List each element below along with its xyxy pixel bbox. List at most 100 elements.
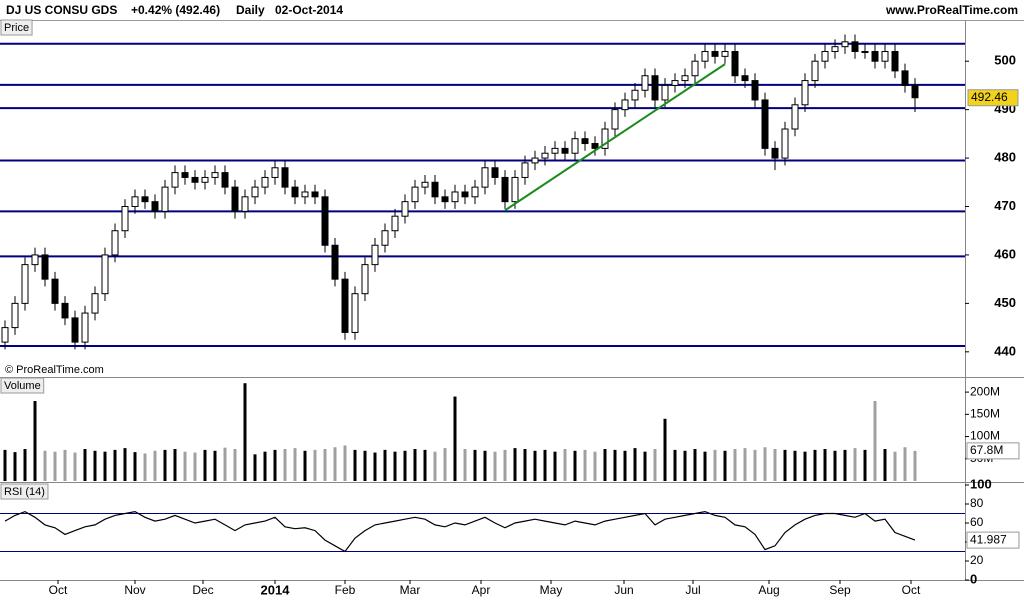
volume-bar: [243, 383, 247, 481]
volume-bar: [273, 449, 277, 481]
x-tick-label: Jun: [614, 583, 633, 597]
candle-body: [21, 264, 29, 304]
candle-body: [751, 80, 759, 101]
volume-bar: [543, 449, 547, 481]
x-tick-label: Sep: [829, 583, 851, 597]
volume-bar: [693, 449, 697, 481]
last-price-box: [967, 89, 1019, 107]
candle-body: [221, 172, 229, 188]
panel-title: Volume: [4, 380, 41, 392]
candle-body: [401, 201, 409, 217]
candle-body: [601, 128, 609, 149]
volume-bar: [563, 449, 567, 481]
candle-body: [361, 264, 369, 295]
y-tick-label: 200M: [970, 384, 1000, 398]
volume-bar: [513, 448, 517, 481]
candle-body: [131, 196, 139, 208]
candle-body: [81, 312, 89, 343]
candle-body: [91, 293, 99, 314]
volume-bar: [183, 451, 187, 481]
volume-bar: [113, 449, 117, 481]
volume-bar: [263, 451, 267, 481]
x-tick-label: 2014: [261, 582, 291, 597]
volume-bar: [503, 449, 507, 481]
volume-bar: [873, 401, 877, 481]
last-volume-box: [966, 442, 1020, 460]
volume-bar: [863, 449, 867, 481]
candle-body: [631, 89, 639, 101]
last-price: 492.46: [971, 90, 1008, 104]
candle-body: [851, 41, 859, 53]
volume-bar: [913, 450, 917, 481]
y-tick-label: 450: [994, 295, 1016, 310]
volume-bar: [853, 448, 857, 481]
volume-bar: [793, 450, 797, 481]
volume-bar: [383, 449, 387, 481]
candle-body: [1, 327, 9, 343]
trend-line: [504, 63, 726, 212]
volume-bar: [653, 449, 657, 481]
volume-bar: [63, 449, 67, 481]
candle-body: [881, 51, 889, 62]
x-tick-label: Dec: [192, 583, 213, 597]
candle-body: [271, 167, 279, 178]
volume-bar: [483, 450, 487, 481]
volume-bar: [23, 449, 27, 481]
candle-body: [351, 293, 359, 333]
volume-bar: [403, 450, 407, 481]
volume-bar: [813, 449, 817, 481]
volume-bar: [823, 449, 827, 481]
date: 02-Oct-2014: [275, 3, 343, 17]
instrument: DJ US CONSU GDS: [6, 3, 117, 17]
candle-body: [491, 167, 499, 178]
volume-bar: [233, 449, 237, 481]
y-tick-label: 0: [970, 571, 977, 586]
volume-bar: [593, 451, 597, 481]
candle-body: [311, 191, 319, 198]
volume-bar: [463, 449, 467, 481]
y-tick-label: 150M: [970, 407, 1000, 421]
candle-body: [871, 51, 879, 62]
candle-body: [261, 176, 269, 188]
volume-bar: [893, 451, 897, 481]
volume-bar: [673, 449, 677, 481]
volume-bar: [473, 449, 477, 481]
volume-bar: [213, 450, 217, 481]
volume-bar: [803, 451, 807, 481]
x-tick-label: Jul: [685, 583, 700, 597]
candle-body: [561, 147, 569, 154]
x-tick-label: Apr: [472, 583, 491, 597]
candle-body: [41, 254, 49, 280]
volume-bar: [903, 447, 907, 481]
volume-bar: [633, 448, 637, 481]
y-tick-label: 100M: [970, 429, 1000, 443]
x-tick-label: Mar: [400, 583, 421, 597]
y-tick-label: 20: [970, 553, 984, 567]
change: +0.42% (492.46): [131, 3, 220, 17]
volume-bar: [93, 450, 97, 481]
watermark: © ProRealTime.com: [5, 364, 104, 376]
candle-body: [281, 167, 289, 188]
candle-body: [381, 230, 389, 246]
volume-bar: [53, 451, 57, 481]
volume-bar: [423, 449, 427, 481]
candle-body: [821, 51, 829, 62]
volume-bar: [843, 449, 847, 481]
candle-body: [291, 186, 299, 198]
volume-bar: [883, 449, 887, 481]
candle-body: [231, 186, 239, 212]
candle-body: [321, 196, 329, 246]
candle-body: [111, 230, 119, 256]
candle-body: [251, 186, 259, 198]
candle-body: [211, 172, 219, 178]
y-tick-label: 480: [994, 150, 1016, 165]
volume-bar: [393, 451, 397, 481]
candle-body: [421, 181, 429, 188]
candle-body: [911, 84, 919, 99]
candle-body: [701, 51, 709, 62]
candle-body: [531, 157, 539, 164]
candle-body: [411, 186, 419, 203]
site: www.ProRealTime.com: [885, 3, 1018, 17]
candle-body: [61, 302, 69, 319]
